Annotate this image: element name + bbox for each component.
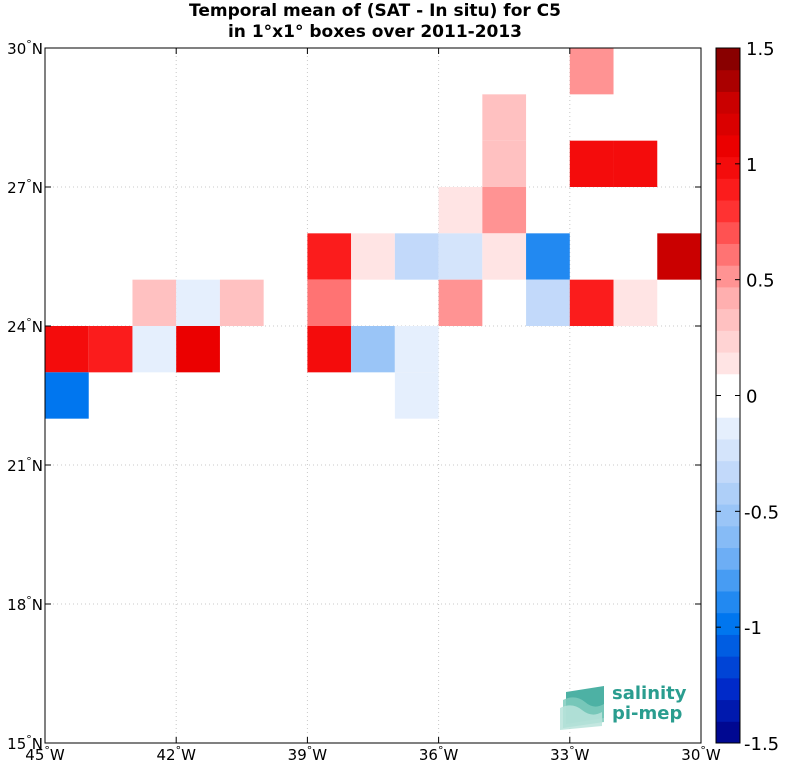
heatmap-cells [45,48,701,419]
logo-text-pi-mep: pi-mep [612,703,683,724]
chart-title-line1: Temporal mean of (SAT - In situ) for C5 [189,1,561,21]
colorbar-segment [716,200,740,223]
colorbar-segment [716,612,740,635]
colorbar-segment [716,656,740,679]
heatmap-cell [482,140,527,187]
heatmap-cell [657,233,701,280]
heatmap-cell [394,233,439,280]
heatmap-cell [132,326,177,373]
chart-title-line2: in 1°x1° boxes over 2011-2013 [227,22,523,42]
y-tick-label: 30°N [7,38,43,58]
colorbar-segment [716,482,740,505]
heatmap-cell [45,372,89,419]
colorbar-segment [716,504,740,527]
colorbar-segment [716,460,740,483]
heatmap-cell [219,279,264,326]
heatmap-cell [569,140,614,187]
heatmap-cell [613,140,658,187]
heatmap-cell [88,326,133,373]
heatmap-cell [482,187,527,234]
heatmap-cell [307,279,352,326]
plot-frame [44,47,702,744]
logo-text-salinity: salinity [612,683,687,704]
y-tick-label: 15°N [7,733,43,753]
colorbar-segment [716,265,740,288]
colorbar-segment [716,308,740,331]
x-tick-label: 33°W [550,744,590,763]
y-tick-label: 21°N [7,455,43,475]
heatmap-cell [526,279,570,326]
colorbar-segment [716,91,740,114]
x-axis: 45°W 42°W 39°W 36°W 33°W 30°W [25,48,721,763]
y-tick-label: 18°N [7,594,43,614]
colorbar-segment [716,221,740,244]
heatmap-cell [176,326,220,373]
colorbar-segment [716,417,740,440]
colorbar-segment [716,438,740,462]
colorbar-label: 1.5 [746,39,775,60]
heatmap-cell [45,326,89,373]
colorbar-segment [716,373,740,396]
colorbar-segment [716,352,740,375]
heatmap-cell [613,279,658,326]
y-tick-label: 27°N [7,177,43,197]
colorbar-segment [716,69,740,92]
heatmap-cell [569,48,614,95]
heatmap-cell [176,279,220,326]
colorbar-segment [716,286,740,310]
colorbar-segment [716,330,740,353]
x-tick-label: 42°W [156,744,196,763]
heatmap-cell [351,326,395,373]
heatmap-cell [394,326,439,373]
heatmap-cell [132,279,177,326]
heatmap-cell [351,233,395,280]
colorbar-segment [716,677,740,701]
colorbar-label: -0.5 [744,502,779,523]
colorbar-label: -1 [744,618,762,639]
colorbar-segment [716,178,740,201]
heatmap-cell [394,372,439,419]
colorbar-label: -1.5 [744,734,779,755]
x-tick-label: 45°W [25,744,65,763]
colorbar-segment [716,243,740,266]
colorbar-segment [716,721,740,744]
colorbar: 1.5 1 0.5 0 -0.5 -1 -1.5 [715,39,779,755]
colorbar-segment [716,113,740,136]
colorbar-segment [716,395,740,418]
colorbar-segment [716,634,740,657]
x-tick-label: 39°W [288,744,328,763]
heatmap-cell [526,233,570,280]
colorbar-segment [716,134,740,158]
colorbar-segment [716,525,740,549]
colorbar-segment [716,590,740,614]
colorbar-label: 0 [746,387,757,408]
colorbar-segment [716,156,740,179]
colorbar-label: 0.5 [746,271,775,292]
y-tick-label: 24°N [7,316,43,336]
y-axis: 15°N 18°N 21°N 24°N 27°N 30°N [7,38,701,753]
heatmap-cell [569,279,614,326]
heatmap-cell [482,233,527,280]
colorbar-segment [716,547,740,570]
heatmap-cell [307,326,352,373]
colorbar-segment [716,569,740,592]
logo-graphic [560,686,604,730]
heatmap-cell [482,94,527,141]
x-tick-label: 36°W [419,744,459,763]
x-tick-label: 30°W [681,744,721,763]
heatmap-cell [438,279,483,326]
colorbar-segment [716,48,740,71]
colorbar-segment [716,699,740,722]
heatmap-cell [438,187,483,234]
colorbar-label: 1 [746,155,757,176]
heatmap-cell [307,233,352,280]
heatmap-cell [438,233,483,280]
